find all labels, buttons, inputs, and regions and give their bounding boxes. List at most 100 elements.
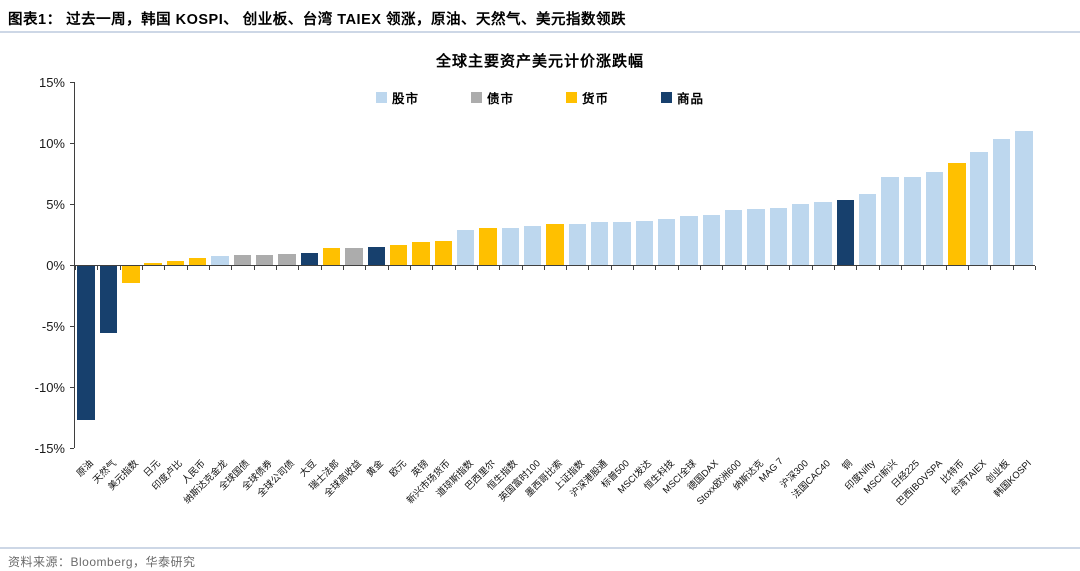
bar-天然气 xyxy=(99,266,118,334)
bar-恒生科技 xyxy=(657,218,676,265)
bar-全球债券 xyxy=(256,255,274,265)
legend-label: 股市 xyxy=(391,92,419,106)
bar-韩国KOSPI xyxy=(1015,130,1033,265)
bar-印度Nifty xyxy=(858,194,877,265)
x-axis-tick xyxy=(744,266,746,270)
bar-欧元 xyxy=(390,245,408,265)
bar-墨西哥比索 xyxy=(546,223,564,265)
bar-比特币 xyxy=(948,162,966,265)
bar-人民币 xyxy=(189,257,207,265)
bar-Stoxx欧洲600 xyxy=(724,210,743,265)
x-axis-tick xyxy=(476,266,478,270)
x-axis-tick xyxy=(901,266,903,270)
x-axis-tick xyxy=(566,266,568,270)
bar-日元 xyxy=(144,262,162,265)
bar-沪深300 xyxy=(791,204,810,265)
legend-swatch-icon xyxy=(375,92,387,103)
x-axis-tick xyxy=(677,266,679,270)
x-axis-line xyxy=(74,265,1035,267)
bar-印度卢比 xyxy=(166,261,185,265)
x-axis-tick xyxy=(655,266,657,270)
bar-纳斯达克金龙 xyxy=(211,256,229,265)
x-axis-tick xyxy=(253,266,255,270)
bar-原油 xyxy=(77,266,95,421)
x-axis-tick xyxy=(521,266,523,270)
header-divider xyxy=(0,31,1080,33)
bar-新兴市场货币 xyxy=(434,240,453,265)
x-axis-tick xyxy=(387,266,389,270)
y-axis-tick xyxy=(70,265,74,267)
y-axis-tick-label: 0% xyxy=(46,258,65,273)
bar-全球国债 xyxy=(233,255,252,265)
y-axis-tick xyxy=(70,204,74,206)
bar-巴西里尔 xyxy=(479,228,497,265)
x-axis-tick xyxy=(231,266,233,270)
x-axis-tick xyxy=(968,266,970,270)
x-axis-tick xyxy=(789,266,791,270)
y-axis-tick-label: -5% xyxy=(41,319,65,334)
bar-上证指数 xyxy=(568,223,587,265)
x-axis-tick xyxy=(945,266,947,270)
x-axis-tick xyxy=(856,266,858,270)
x-axis-tick xyxy=(342,266,344,270)
x-axis-tick xyxy=(543,266,545,270)
y-axis-tick-label: 5% xyxy=(46,197,65,212)
x-axis-tick xyxy=(141,266,143,270)
bar-英国富时100 xyxy=(523,225,542,265)
x-axis-tick xyxy=(275,266,277,270)
bar-铜 xyxy=(836,200,854,265)
figure-title: 图表1： 过去一周，韩国 KOSPI、 创业板、台湾 TAIEX 领涨，原油、天… xyxy=(8,12,626,28)
source-note: 资料来源：Bloomberg，华泰研究 xyxy=(8,555,196,569)
bar-纳斯达克 xyxy=(747,208,765,265)
x-axis-tick xyxy=(722,266,724,270)
bar-创业板 xyxy=(992,139,1011,265)
y-axis-tick xyxy=(70,82,74,84)
footer-divider xyxy=(0,547,1080,549)
x-axis-tick xyxy=(610,266,612,270)
y-axis-tick xyxy=(70,143,74,145)
x-axis-tick xyxy=(499,266,501,270)
bar-台湾TAIEX xyxy=(970,151,988,265)
bar-英镑 xyxy=(412,241,430,265)
x-axis-tick xyxy=(298,266,300,270)
legend-swatch-icon xyxy=(661,92,673,103)
x-axis-tick xyxy=(878,266,880,270)
y-axis-tick xyxy=(70,387,74,389)
chart-title: 全球主要资产美元计价涨跌幅 xyxy=(435,53,644,70)
x-axis-tick xyxy=(432,266,434,270)
x-axis-tick xyxy=(164,266,166,270)
legend-item-1: 债市 xyxy=(470,88,514,107)
y-axis-tick-label: -15% xyxy=(34,441,65,456)
y-axis-tick-label: -10% xyxy=(34,380,65,395)
x-axis-tick xyxy=(454,266,456,270)
y-axis-tick-label: 10% xyxy=(38,136,65,151)
x-axis-tick xyxy=(700,266,702,270)
bar-日经225 xyxy=(903,177,921,265)
x-axis-tick xyxy=(834,266,836,270)
bar-标普500 xyxy=(613,222,631,265)
x-axis-tick xyxy=(633,266,635,270)
legend-label: 商品 xyxy=(677,92,705,106)
bar-MAG 7 xyxy=(769,207,787,265)
legend-item-0: 股市 xyxy=(375,88,419,107)
x-axis-tick xyxy=(186,266,188,270)
bar-恒生指数 xyxy=(501,228,520,265)
x-axis-tick xyxy=(767,266,769,270)
x-axis-tick xyxy=(208,266,210,270)
x-axis-tick xyxy=(75,266,76,270)
y-axis-tick xyxy=(70,326,74,328)
bar-瑞士法郎 xyxy=(323,247,341,265)
legend-label: 债市 xyxy=(486,92,514,106)
bar-法国CAC40 xyxy=(814,201,832,265)
bar-德国DAX xyxy=(702,214,720,265)
y-axis-tick-label: 15% xyxy=(38,75,65,90)
legend-label: 货币 xyxy=(582,92,610,106)
bar-沪深港股通 xyxy=(590,222,609,265)
bar-黄金 xyxy=(367,246,386,265)
legend-swatch-icon xyxy=(566,92,577,103)
bar-全球高收益 xyxy=(345,247,363,265)
bar-美元指数 xyxy=(122,266,140,284)
bar-道琼斯指数 xyxy=(456,229,475,265)
x-axis-tick xyxy=(119,266,121,270)
